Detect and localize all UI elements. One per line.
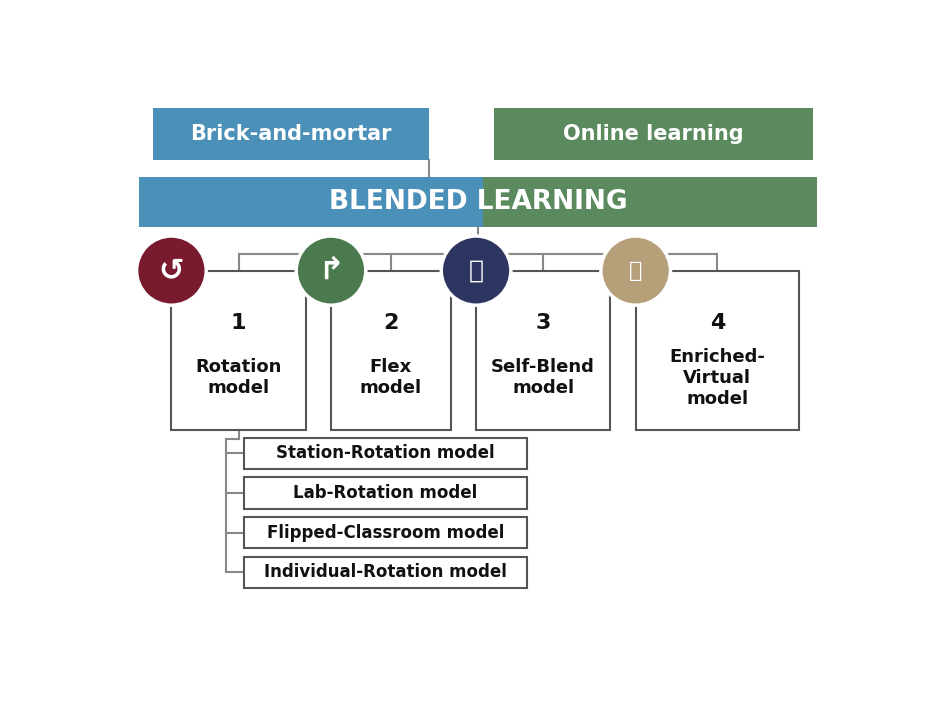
Text: 4: 4 [709,314,725,334]
FancyBboxPatch shape [476,271,610,430]
Text: BLENDED LEARNING: BLENDED LEARNING [329,189,627,215]
Text: 2: 2 [383,314,399,334]
FancyBboxPatch shape [636,271,799,430]
FancyBboxPatch shape [244,517,527,548]
Text: Individual-Rotation model: Individual-Rotation model [264,563,506,581]
Text: ↱: ↱ [318,256,344,285]
Ellipse shape [296,236,366,305]
Text: 1: 1 [231,314,246,334]
FancyBboxPatch shape [154,108,429,160]
Ellipse shape [137,236,206,305]
Text: 3: 3 [535,314,551,334]
Ellipse shape [441,236,511,305]
Text: Station-Rotation model: Station-Rotation model [276,445,495,463]
FancyBboxPatch shape [171,271,306,430]
Text: Online learning: Online learning [563,124,744,144]
Text: Brick-and-mortar: Brick-and-mortar [190,124,392,144]
FancyBboxPatch shape [494,108,813,160]
FancyBboxPatch shape [483,177,817,226]
FancyBboxPatch shape [244,437,527,469]
FancyBboxPatch shape [331,271,451,430]
Text: Rotation
model: Rotation model [196,358,282,397]
Text: Self-Blend
model: Self-Blend model [491,358,595,397]
Text: 🖥: 🖥 [629,261,642,281]
FancyBboxPatch shape [244,557,527,588]
Text: Enriched-
Virtual
model: Enriched- Virtual model [669,348,766,407]
Ellipse shape [601,236,670,305]
FancyBboxPatch shape [139,177,483,226]
Text: Flex
model: Flex model [359,358,422,397]
Text: Flipped-Classroom model: Flipped-Classroom model [267,524,505,542]
Text: Lab-Rotation model: Lab-Rotation model [293,484,477,502]
Text: ↺: ↺ [159,256,184,285]
Text: 🚶: 🚶 [469,258,484,283]
FancyBboxPatch shape [244,478,527,509]
